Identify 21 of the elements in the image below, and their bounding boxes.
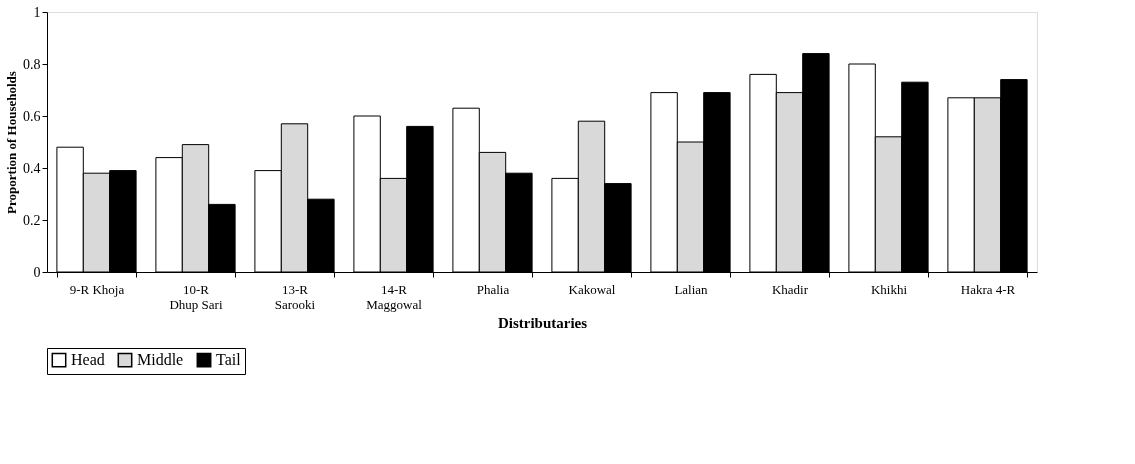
x-tick-label: 9-R Khoja [69,281,125,297]
y-axis-title: Proportion of Households [4,71,19,214]
legend-label: Middle [137,351,184,369]
x-axis-title: Distributaries [497,314,588,331]
x-tick-label: 14-R Maggowal [366,281,423,312]
y-tick-label: 0.4 [23,160,41,176]
x-tick-label: Khadir [771,281,809,297]
y-tick-label: 1 [33,4,41,20]
y-tick-label: 0.8 [23,56,41,72]
y-tick-label: 0 [33,264,41,280]
y-tick-label: 0.2 [23,212,41,228]
legend-label: Tail [216,351,242,369]
legend-label: Head [71,351,105,369]
x-tick-label: Phalia [476,281,510,297]
x-tick-label: 10-R Dhup Sari [169,281,223,312]
x-tick-label: Lalian [674,281,709,297]
x-tick-label: 13-R Sarooki [274,281,316,312]
x-tick-label: Hakra 4-R [960,281,1016,297]
x-tick-label: Khikhi [870,281,908,297]
x-tick-label: Kakowal [568,281,616,297]
y-tick-label: 0.6 [23,108,41,124]
